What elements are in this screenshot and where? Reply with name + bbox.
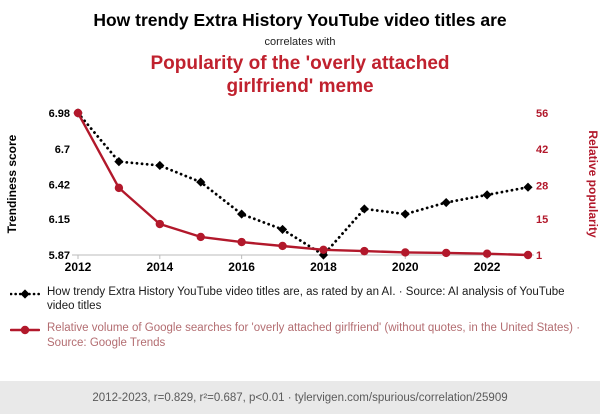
legend-item-popularity: Relative volume of Google searches for '… — [10, 321, 590, 350]
x-tick-label: 2020 — [392, 260, 419, 274]
y-left-tick-label: 6.7 — [55, 143, 70, 155]
footer-bar: 2012-2023, r=0.829, r²=0.687, p<0.01 · t… — [0, 381, 600, 414]
data-point-circle — [196, 232, 205, 241]
y-right-tick-label: 1 — [536, 250, 542, 262]
data-point-circle — [278, 241, 287, 250]
x-tick-label: 2022 — [474, 260, 501, 274]
y-left-axis-title: Trendiness score — [5, 134, 19, 233]
series-line — [76, 111, 530, 256]
data-point-diamond — [400, 209, 410, 219]
data-point-circle — [319, 245, 328, 254]
y-left-tick-label: 6.98 — [49, 108, 70, 120]
legend: How trendy Extra History YouTube video t… — [10, 285, 590, 351]
footer-text: 2012-2023, r=0.829, r²=0.687, p<0.01 · t… — [92, 391, 508, 404]
data-point-diamond — [359, 203, 369, 214]
y-right-tick-label: 28 — [536, 180, 548, 192]
diamond-dotted-line-icon — [10, 288, 40, 299]
x-tick-label: 2016 — [228, 260, 255, 274]
series-line — [76, 111, 530, 256]
y-right-tick-label: 56 — [536, 108, 548, 120]
y-left-tick-label: 6.15 — [49, 214, 70, 226]
y-left-tick-label: 6.42 — [49, 179, 70, 191]
page-title: How trendy Extra History YouTube video t… — [93, 10, 507, 30]
data-point-circle — [73, 108, 83, 117]
legend-text-trendiness: How trendy Extra History YouTube video t… — [47, 285, 565, 312]
y-left-tick-label: 5.87 — [49, 250, 70, 262]
data-point-circle — [441, 248, 451, 257]
data-point-diamond — [114, 156, 124, 166]
legend-item-trendiness: How trendy Extra History YouTube video t… — [10, 285, 590, 314]
data-point-diamond — [482, 189, 492, 200]
data-point-diamond — [237, 209, 247, 219]
data-point-circle — [155, 219, 165, 228]
circle-solid-line-icon — [10, 326, 40, 335]
data-point-circle — [237, 237, 246, 246]
x-tick-label: 2012 — [65, 260, 92, 274]
y-right-tick-label: 42 — [536, 144, 548, 156]
data-point-diamond — [196, 177, 206, 187]
data-point-circle — [114, 183, 124, 192]
y-right-tick-label: 15 — [536, 213, 548, 225]
data-point-diamond — [523, 182, 533, 192]
x-tick-label: 2018 — [310, 260, 337, 274]
connector-text: correlates with — [264, 36, 336, 48]
y-right-axis-title: Relative popularity — [586, 130, 600, 238]
subtitle: Popularity of the 'overly attached girlf… — [150, 53, 450, 97]
data-point-circle — [523, 250, 533, 259]
data-point-diamond — [277, 224, 288, 234]
data-point-circle — [401, 247, 410, 257]
data-point-diamond — [155, 160, 165, 170]
data-point-diamond — [441, 197, 451, 207]
x-tick-label: 2014 — [146, 260, 173, 274]
line-chart: 2012 2014 2016 2018 2020 2022 6.98 6.7 6.42 6.15 5… — [5, 108, 600, 274]
data-point-circle — [482, 249, 492, 258]
legend-text-popularity: Relative volume of Google searches for '… — [47, 322, 581, 349]
data-point-circle — [360, 246, 369, 255]
